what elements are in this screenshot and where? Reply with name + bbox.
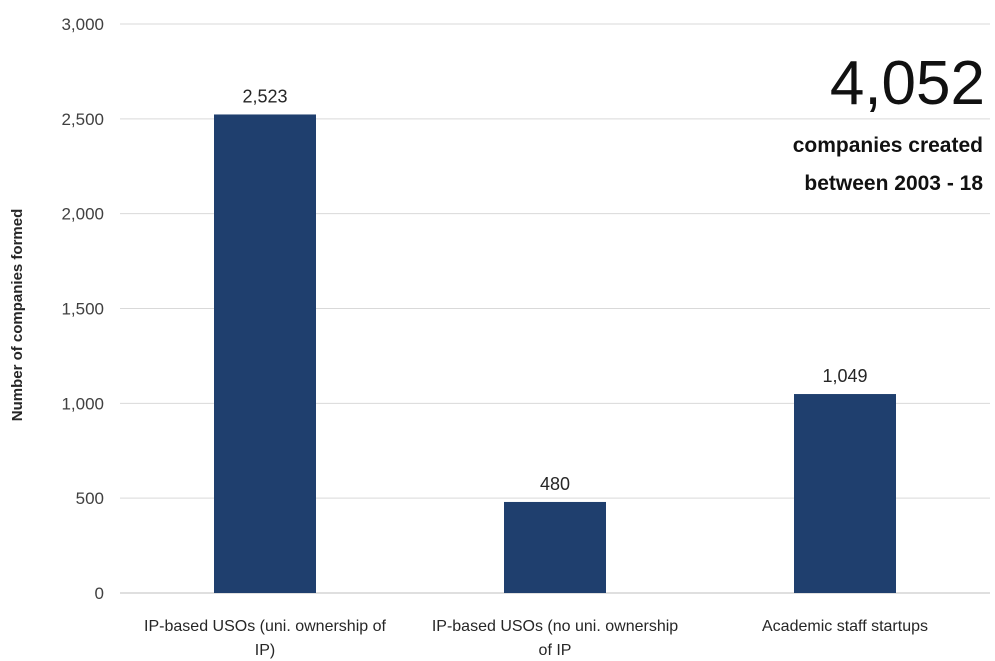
total-callout-line-2: between 2003 - 18 — [804, 172, 983, 195]
x-tick-label: IP-based USOs (uni. ownership of — [144, 618, 386, 635]
x-tick-label: of IP — [539, 642, 572, 659]
y-tick-label: 2,000 — [61, 205, 104, 224]
bars — [214, 114, 896, 593]
x-tick-label: Academic staff startups — [762, 618, 928, 635]
bar — [504, 501, 606, 593]
y-axis-label: Number of companies formed — [9, 209, 26, 422]
total-callout-line-1: companies created — [793, 134, 983, 157]
x-axis-category-labels: IP-based USOs (uni. ownership of IP) IP-ba… — [144, 618, 928, 659]
y-tick-label: 1,500 — [61, 300, 104, 319]
total-callout: 4,052 companies created between 2003 - 1… — [793, 49, 985, 195]
bar — [214, 114, 316, 593]
y-tick-label: 500 — [76, 489, 104, 508]
data-labels: 2,523 480 1,049 — [242, 86, 867, 493]
data-label: 2,523 — [242, 86, 287, 106]
y-tick-label: 1,000 — [61, 394, 104, 413]
data-label: 480 — [540, 474, 570, 494]
x-tick-label: IP-based USOs (no uni. ownership — [432, 618, 678, 635]
total-callout-number: 4,052 — [830, 49, 985, 118]
y-tick-label: 0 — [95, 584, 104, 603]
y-tick-label: 3,000 — [61, 15, 104, 34]
bar — [794, 394, 896, 593]
data-label: 1,049 — [822, 366, 867, 386]
y-axis-ticks: 0 500 1,000 1,500 2,000 2,500 3,000 — [61, 15, 104, 603]
y-tick-label: 2,500 — [61, 110, 104, 129]
x-tick-label: IP) — [255, 642, 275, 659]
